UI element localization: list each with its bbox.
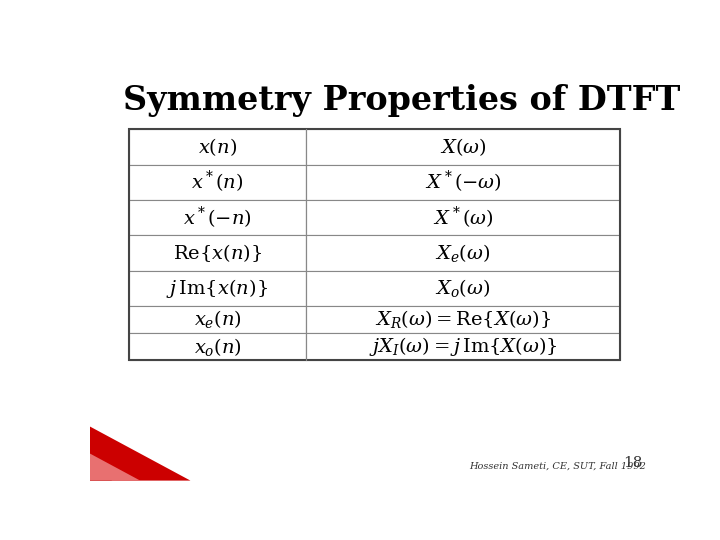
Bar xyxy=(306,306,620,333)
Text: $x^*(-n)$: $x^*(-n)$ xyxy=(183,205,252,231)
Bar xyxy=(129,129,620,360)
Bar xyxy=(306,165,620,200)
Text: $jX_I(\omega) = j\,\mathrm{Im}\{X(\omega)\}$: $jX_I(\omega) = j\,\mathrm{Im}\{X(\omega… xyxy=(369,335,557,358)
Polygon shape xyxy=(90,427,190,481)
Bar xyxy=(129,333,306,360)
Text: Symmetry Properties of DTFT: Symmetry Properties of DTFT xyxy=(124,84,681,117)
Bar xyxy=(129,235,306,271)
Bar xyxy=(306,333,620,360)
Text: $X_o(\omega)$: $X_o(\omega)$ xyxy=(436,278,490,299)
Text: $X^*(-\omega)$: $X^*(-\omega)$ xyxy=(425,169,501,195)
Bar xyxy=(306,235,620,271)
Text: $X^*(\omega)$: $X^*(\omega)$ xyxy=(433,205,493,231)
Text: $x_o(n)$: $x_o(n)$ xyxy=(194,335,241,357)
Text: $j\,\mathrm{Im}\{x(n)\}$: $j\,\mathrm{Im}\{x(n)\}$ xyxy=(166,277,269,300)
Text: $\mathrm{Re}\{x(n)\}$: $\mathrm{Re}\{x(n)\}$ xyxy=(173,242,262,264)
Bar xyxy=(306,129,620,165)
Bar xyxy=(129,129,306,165)
Bar xyxy=(129,306,306,333)
Text: $x_e(n)$: $x_e(n)$ xyxy=(194,308,241,330)
Bar xyxy=(129,200,306,235)
Text: $X_R(\omega) = \mathrm{Re}\{X(\omega)\}$: $X_R(\omega) = \mathrm{Re}\{X(\omega)\}$ xyxy=(375,308,551,330)
Text: $x(n)$: $x(n)$ xyxy=(198,136,237,158)
Polygon shape xyxy=(90,468,112,481)
Bar xyxy=(306,271,620,306)
Polygon shape xyxy=(90,454,140,481)
Text: $X(\omega)$: $X(\omega)$ xyxy=(440,136,486,158)
Bar xyxy=(306,200,620,235)
Bar xyxy=(129,165,306,200)
Text: 18: 18 xyxy=(623,456,642,470)
Bar xyxy=(129,271,306,306)
Text: $x^*(n)$: $x^*(n)$ xyxy=(192,169,243,195)
Text: Hossein Sameti, CE, SUT, Fall 1992: Hossein Sameti, CE, SUT, Fall 1992 xyxy=(469,461,647,470)
Text: $X_e(\omega)$: $X_e(\omega)$ xyxy=(436,242,490,264)
